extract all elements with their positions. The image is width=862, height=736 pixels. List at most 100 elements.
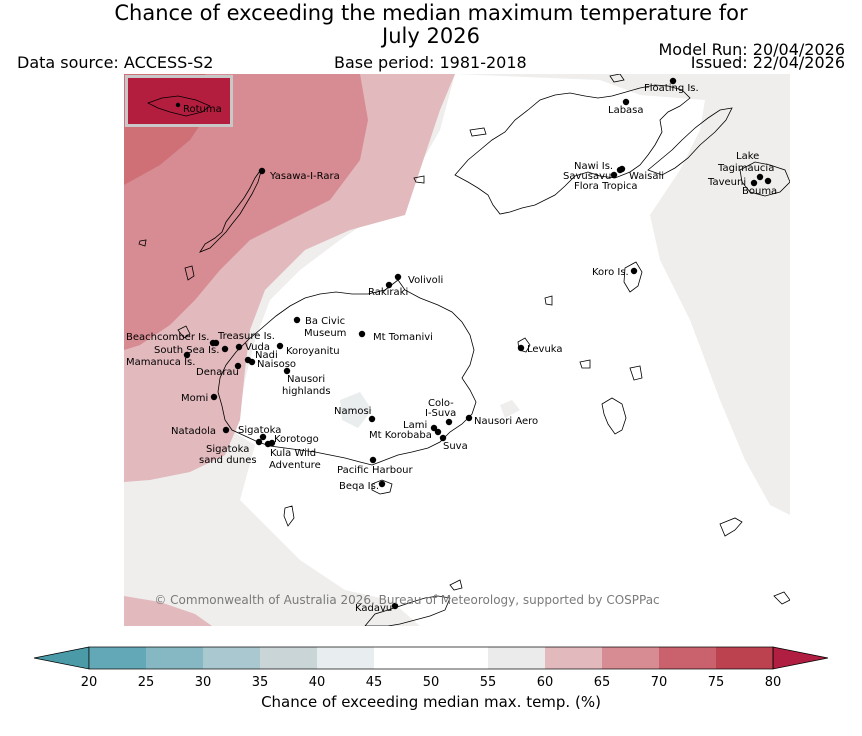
place-label-taveuni: Taveuni <box>707 177 746 188</box>
place-label-colo-i-suva-2: I-Suva <box>425 408 456 419</box>
place-label-nausori-aero: Nausori Aero <box>474 416 538 427</box>
colorbar-extend-high <box>772 646 829 670</box>
model-run: Model Run: 20/04/2026 <box>658 40 846 59</box>
colorbar-tick-30: 30 <box>195 675 212 690</box>
place-marker-bouma <box>764 177 772 185</box>
coast-small-6 <box>719 517 743 537</box>
place-marker-naisoso <box>248 358 256 366</box>
place-marker-labasa <box>622 98 630 106</box>
place-marker-mamanuca-is <box>183 351 191 359</box>
place-marker-floating-is <box>669 77 677 85</box>
place-label-nausori-highlands-2: highlands <box>282 386 331 397</box>
place-label-volivoli: Volivoli <box>408 275 443 286</box>
coast-small-9 <box>449 579 463 591</box>
place-marker-south-sea-is <box>221 345 229 353</box>
place-label-treasure-is: Treasure Is. <box>217 331 275 342</box>
place-marker-sigatoka <box>259 433 267 441</box>
place-label-labasa: Labasa <box>608 105 644 116</box>
place-label-sigatoka: Sigatoka <box>238 425 281 436</box>
place-label-nawi-is: Nawi Is. <box>574 161 613 172</box>
place-marker-kula-wild-adventure-1 <box>264 440 272 448</box>
colorbar-bin-6 <box>431 647 488 669</box>
place-label-kula-wild-adventure-1: Kula Wild <box>270 448 316 459</box>
place-marker-koro-is <box>630 267 638 275</box>
place-marker-mt-tomanivi <box>358 330 366 338</box>
inset-label: Rotuma <box>183 104 222 115</box>
place-marker-colo-i-suva-1 <box>445 418 453 426</box>
colorbar-bin-5 <box>374 647 431 669</box>
coast-kadavu <box>364 595 451 626</box>
place-label-lake-tagimaucia-2: Tagimaucia <box>717 163 774 174</box>
place-marker-lami <box>430 424 438 432</box>
place-marker-namosi <box>368 415 376 423</box>
coast-small-4 <box>629 365 643 381</box>
zone-55-60-south <box>124 430 420 626</box>
place-marker-koroyanitu <box>276 342 284 350</box>
place-marker-nausori-highlands-1 <box>283 367 291 375</box>
coast-small-10 <box>469 127 487 137</box>
place-marker-vuda <box>235 343 243 351</box>
place-label-namosi: Namosi <box>334 406 371 417</box>
colorbar-tick-60: 60 <box>537 675 554 690</box>
place-marker-levuka <box>517 344 525 352</box>
colorbar-bin-1 <box>146 647 203 669</box>
title-line-1: Chance of exceeding the median maximum t… <box>114 1 748 25</box>
place-label-yasawa-i-rara: Yasawa-I-Rara <box>269 171 340 182</box>
colorbar-bin-4 <box>317 647 374 669</box>
colorbar: 20 25 30 35 40 45 50 55 60 65 70 75 80 <box>33 646 829 690</box>
colorbar-bin-11 <box>716 647 773 669</box>
colorbar-tick-40: 40 <box>309 675 326 690</box>
coastlines <box>138 74 790 626</box>
place-label-nausori-highlands-1: Nausori <box>287 374 325 385</box>
colorbar-tick-45: 45 <box>366 675 383 690</box>
place-label-korotogo: Korotogo <box>274 434 319 445</box>
issued-date: Issued: 22/04/2026 <box>690 53 845 72</box>
place-label-nadi: Nadi <box>255 350 278 361</box>
place-label-south-sea-is: South Sea Is. <box>154 345 219 356</box>
place-label-koroyanitu: Koroyanitu <box>286 346 340 357</box>
colorbar-bin-8 <box>545 647 602 669</box>
colorbar-tick-50: 50 <box>423 675 440 690</box>
zone-namosi-patch <box>340 392 372 428</box>
base-period: Base period: 1981-2018 <box>334 53 527 72</box>
copyright-notice: © Commonwealth of Australia 2026, Bureau… <box>154 593 659 607</box>
place-label-levuka: Levuka <box>527 344 563 355</box>
place-label-bouma: Bouma <box>742 186 777 197</box>
colorbar-tick-25: 25 <box>138 675 155 690</box>
title-line-2: July 2026 <box>382 24 480 48</box>
place-marker-yasawa-i-rara <box>258 167 266 175</box>
place-label-beachcomber-is: Beachcomber Is. <box>126 332 209 343</box>
zone-55-60-east <box>455 74 790 515</box>
colorbar-bin-7 <box>488 647 545 669</box>
coast-vanua-levu <box>454 84 691 215</box>
coast-small-7 <box>773 591 790 605</box>
inset-map <box>128 78 230 124</box>
place-label-ba-civic-museum-2: Museum <box>304 328 346 339</box>
colorbar-bin-10 <box>659 647 716 669</box>
place-marker-savusavu <box>610 171 618 179</box>
place-marker-waisali <box>618 165 626 173</box>
place-marker-suva <box>439 434 447 442</box>
place-label-savusavu: Savusavu <box>563 171 611 182</box>
place-label-kadavu: Kadavu <box>355 603 392 614</box>
colorbar-bin-0 <box>89 647 146 669</box>
place-marker-kadavu <box>391 602 399 610</box>
colorbar-label: Chance of exceeding median max. temp. (%… <box>261 693 601 711</box>
colorbar-bin-9 <box>602 647 659 669</box>
coast-small-5 <box>283 505 295 527</box>
place-marker-rakiraki <box>385 281 393 289</box>
place-label-vuda: Vuda <box>245 342 270 353</box>
inset-dot <box>175 102 181 108</box>
coast-small-11 <box>609 74 625 83</box>
inset-coast <box>147 95 211 117</box>
place-marker-pacific-harbour <box>369 456 377 464</box>
coast-beqa <box>371 479 393 495</box>
colorbar-bin-2 <box>203 647 260 669</box>
coast-mamanuca <box>177 325 191 339</box>
place-label-colo-i-suva-1: Colo- <box>428 398 454 409</box>
coast-small-1 <box>138 239 147 247</box>
coast-koro <box>623 261 643 293</box>
place-marker-nausori-aero <box>465 414 473 422</box>
coast-vanua-levu-east <box>647 107 733 176</box>
coast-small-2 <box>544 295 553 306</box>
